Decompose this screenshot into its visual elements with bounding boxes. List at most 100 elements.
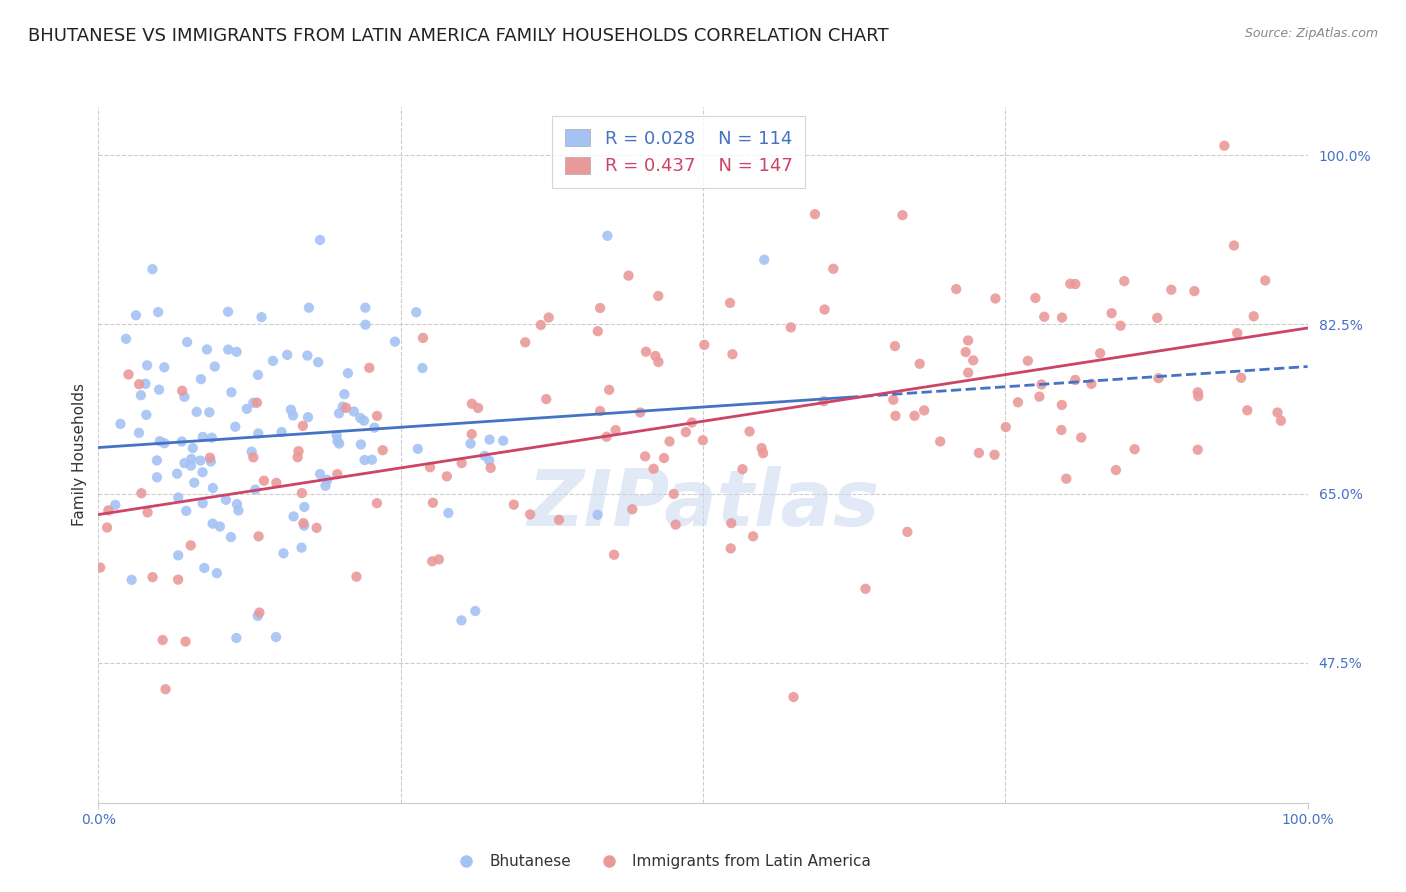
Point — [548, 513, 571, 527]
Point — [955, 345, 977, 359]
Point — [692, 434, 714, 448]
Point — [912, 403, 935, 417]
Point — [779, 320, 801, 334]
Point — [1236, 403, 1258, 417]
Point — [598, 383, 620, 397]
Point — [1064, 277, 1087, 291]
Point — [1187, 389, 1209, 403]
Point — [117, 368, 139, 382]
Point — [97, 503, 120, 517]
Point — [589, 404, 612, 418]
Point — [855, 582, 877, 596]
Point — [1070, 431, 1092, 445]
Point — [190, 453, 212, 467]
Point — [411, 361, 433, 376]
Point — [273, 546, 295, 560]
Point — [1187, 442, 1209, 457]
Point — [180, 538, 202, 552]
Point — [153, 436, 176, 450]
Point — [718, 296, 741, 310]
Point — [297, 349, 319, 363]
Point — [665, 517, 688, 532]
Point — [896, 524, 918, 539]
Point — [89, 560, 111, 574]
Point — [266, 475, 288, 490]
Point — [515, 335, 537, 350]
Point — [586, 508, 609, 522]
Point — [250, 310, 273, 325]
Point — [325, 428, 347, 442]
Point — [406, 442, 429, 456]
Point — [135, 408, 157, 422]
Point — [1033, 310, 1056, 324]
Point — [1017, 353, 1039, 368]
Point — [929, 434, 952, 449]
Point — [813, 394, 835, 409]
Point — [1024, 291, 1046, 305]
Point — [536, 392, 558, 406]
Point — [1184, 284, 1206, 298]
Point — [349, 411, 371, 425]
Point — [628, 405, 651, 419]
Point — [908, 357, 931, 371]
Point — [1050, 423, 1073, 437]
Point — [1147, 371, 1170, 385]
Point — [754, 252, 776, 267]
Point — [634, 450, 657, 464]
Point — [200, 454, 222, 468]
Point — [283, 509, 305, 524]
Point — [460, 436, 482, 450]
Point — [1059, 277, 1081, 291]
Point — [1123, 442, 1146, 457]
Point — [647, 289, 669, 303]
Point — [1146, 310, 1168, 325]
Point — [201, 481, 224, 495]
Point — [1187, 385, 1209, 400]
Point — [172, 384, 194, 398]
Point — [276, 348, 298, 362]
Point — [336, 366, 359, 380]
Point — [146, 305, 169, 319]
Point — [191, 496, 214, 510]
Point — [1109, 318, 1132, 333]
Point — [217, 343, 239, 357]
Point — [333, 387, 356, 401]
Point — [307, 355, 329, 369]
Point — [751, 441, 773, 455]
Point — [782, 690, 804, 704]
Point — [1088, 346, 1111, 360]
Point — [204, 359, 226, 374]
Point — [141, 570, 163, 584]
Point — [228, 503, 250, 517]
Point — [1031, 377, 1053, 392]
Point — [1223, 238, 1246, 252]
Point — [129, 388, 152, 402]
Point — [298, 301, 321, 315]
Point — [281, 409, 304, 423]
Point — [198, 450, 221, 465]
Point — [305, 521, 328, 535]
Point — [242, 450, 264, 465]
Point — [644, 349, 666, 363]
Point — [245, 483, 267, 497]
Point — [201, 516, 224, 531]
Point — [731, 462, 754, 476]
Point — [1101, 306, 1123, 320]
Point — [225, 631, 247, 645]
Point — [249, 606, 271, 620]
Point — [1254, 273, 1277, 287]
Point — [1050, 310, 1073, 325]
Point — [882, 392, 904, 407]
Point — [984, 292, 1007, 306]
Point — [136, 359, 159, 373]
Point — [1028, 390, 1050, 404]
Point — [962, 353, 984, 368]
Point — [152, 633, 174, 648]
Point — [738, 425, 761, 439]
Point — [136, 505, 159, 519]
Point — [384, 334, 406, 349]
Point — [994, 420, 1017, 434]
Point — [474, 449, 496, 463]
Point — [224, 419, 246, 434]
Point — [155, 682, 177, 697]
